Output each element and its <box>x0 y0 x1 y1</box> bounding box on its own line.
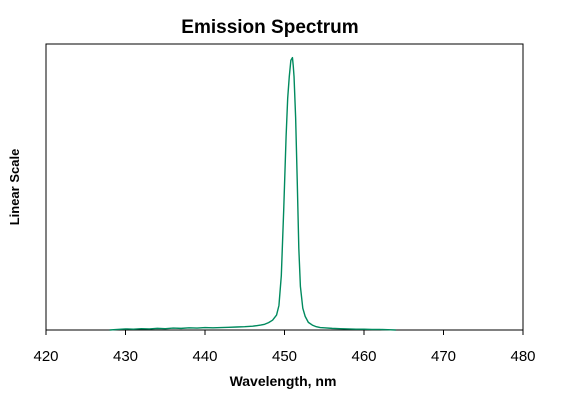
x-tick-label: 430 <box>113 348 138 365</box>
x-axis-label: Wavelength, nm <box>230 373 337 389</box>
x-tick-label: 420 <box>33 348 58 365</box>
series-line <box>109 56 396 331</box>
x-tick-group <box>45 330 524 335</box>
x-tick-label-group: 420 430 440 450 460 470 480 <box>33 348 535 365</box>
chart-title: Emission Spectrum <box>181 17 358 38</box>
x-tick-label: 440 <box>192 348 217 365</box>
x-tick-label: 450 <box>272 348 297 365</box>
y-axis-label: Linear Scale <box>7 149 22 226</box>
x-tick-label: 470 <box>431 348 456 365</box>
x-tick-label: 460 <box>351 348 376 365</box>
x-tick-label: 480 <box>510 348 535 365</box>
